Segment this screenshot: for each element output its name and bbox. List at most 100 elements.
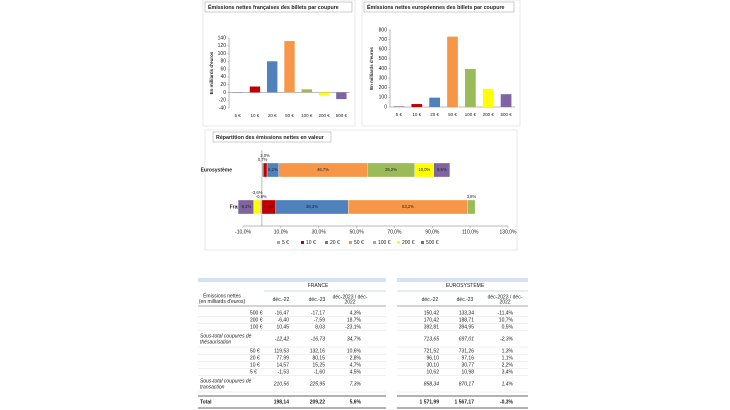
bar-segment (261, 162, 264, 178)
data-label: 6,2% (268, 167, 278, 172)
table-cell: 4,7% (350, 362, 362, 368)
legend-swatch (421, 241, 424, 244)
y-tick-label: 0 (223, 90, 226, 96)
x-tick-label: -10,0% (235, 229, 251, 235)
row-label: 50 € (250, 348, 260, 354)
table-cell: 133,34 (459, 310, 475, 316)
table-cell: -23,1% (345, 324, 361, 330)
legend-swatch (397, 241, 400, 244)
x-tick-label: 500 € (336, 113, 348, 118)
table-cell: 5,6% (350, 399, 362, 405)
table-cell: -1,53 (278, 369, 290, 375)
data-label: 25,2% (385, 167, 397, 172)
table-cell: 8,03 (315, 324, 325, 330)
y-tick-label: 40 (220, 74, 226, 80)
row-label: 100 € (250, 324, 263, 330)
table-cell: 77,99 (276, 355, 289, 361)
table-cell: 10,7% (499, 317, 514, 323)
legend-label: 20 € (330, 240, 340, 246)
bar (301, 89, 312, 93)
legend-label: 500 € (426, 240, 439, 246)
y-tick-label: 300 (379, 75, 388, 81)
bar (500, 94, 512, 107)
bar (336, 92, 347, 100)
row-label: 20 € (250, 355, 260, 361)
table-cell: -17,17 (311, 310, 325, 316)
column-header: déc-2023 / déc- (333, 294, 368, 300)
data-label: 46,7% (317, 167, 329, 172)
bar (232, 92, 243, 94)
table-cell: -7,59 (314, 317, 326, 323)
data-label: 2,0% (260, 153, 270, 158)
data-label: 8,5% (437, 167, 447, 172)
table-cell: 1,4% (502, 381, 514, 387)
legend-swatch (325, 241, 328, 244)
table-cell: 731,26 (459, 348, 475, 354)
table-cell: 198,14 (274, 399, 290, 405)
table-header: Émissions nettes (203, 292, 241, 299)
x-tick-label: 5 € (396, 112, 403, 117)
x-tick-label: 50 € (448, 112, 457, 117)
table-cell: 97,16 (461, 355, 474, 361)
chart-title: Émissions nettes européennes des billets… (367, 3, 505, 11)
legend-swatch (373, 241, 376, 244)
title-box (212, 131, 332, 143)
table-cell: 119,53 (274, 348, 289, 354)
legend-label: 200 € (402, 240, 415, 246)
x-tick-label: 10,0% (274, 229, 289, 235)
y-tick-label: 800 (379, 27, 388, 33)
table-cell: -11,4% (498, 310, 514, 316)
chart-title: Répartition des émissions nettes en vale… (216, 135, 324, 141)
x-tick-label: 200 € (483, 112, 495, 117)
x-tick-label: 70,0% (387, 229, 402, 235)
table-cell: 210,56 (273, 381, 290, 387)
bar (318, 92, 330, 96)
table-cell: 10,98 (461, 369, 474, 375)
bar-segment (433, 162, 451, 178)
x-tick-label: 20 € (430, 112, 439, 117)
y-tick-label: 700 (379, 37, 388, 43)
table-cell: 3,4% (502, 369, 514, 375)
bar-segment (237, 199, 254, 215)
x-tick-label: 30,0% (312, 229, 327, 235)
row-label: thésaurisation (200, 339, 231, 345)
x-tick-label: 50 € (285, 113, 294, 118)
y-axis-label: En milliards d'euros (209, 51, 214, 94)
x-tick-label: 50,0% (349, 229, 364, 235)
bar (284, 41, 295, 93)
y-tick-label: -20 (219, 98, 226, 104)
chart-frame (204, 129, 518, 251)
table-cell: 225,95 (309, 381, 326, 387)
column-header: déc.-22 (422, 297, 439, 303)
table-cell: -1,60 (314, 369, 326, 375)
data-label: -0,8% (256, 194, 267, 199)
x-tick-label: 10 € (251, 113, 260, 118)
row-label: Total (200, 399, 212, 405)
bar (447, 36, 458, 107)
data-label: 7,3% (264, 204, 274, 209)
y-axis-label: En milliards d'euros (369, 47, 374, 90)
table-cell: 4,5% (350, 369, 362, 375)
bar-segment (263, 162, 268, 178)
table-cell: 96,10 (426, 355, 439, 361)
bar-segment (260, 199, 263, 215)
column-header: 2022 (344, 299, 355, 305)
group-header: EUROSYSTÈME (446, 282, 485, 289)
table-cell: 1 567,17 (455, 399, 475, 405)
table-cell: 1,3% (502, 348, 514, 354)
y-tick-label: 120 (218, 43, 227, 49)
bar (465, 68, 476, 107)
legend-label: 10 € (306, 240, 316, 246)
bar (393, 105, 405, 107)
table-cell: 697,01 (459, 336, 475, 342)
column-header: déc.-23 (457, 297, 474, 303)
table-cell: -0,3% (500, 399, 514, 405)
data-label: -8,2% (240, 204, 251, 209)
legend-swatch (301, 241, 304, 244)
table-cell: 80,15 (312, 355, 325, 361)
x-tick-label: 500 € (500, 112, 512, 117)
y-tick-label: 200 (379, 85, 388, 91)
table-cell: 1 571,99 (420, 399, 440, 405)
bar (267, 61, 278, 93)
y-tick-label: 0 (384, 104, 387, 110)
